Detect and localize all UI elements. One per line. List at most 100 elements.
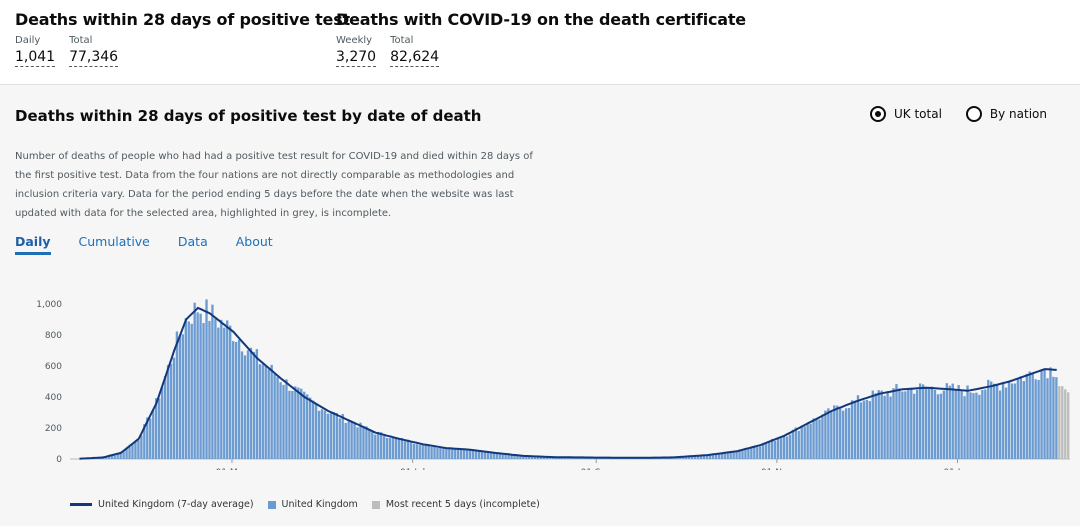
bar xyxy=(1046,378,1049,459)
bar xyxy=(717,453,720,459)
bar xyxy=(836,405,839,459)
bar xyxy=(726,452,729,459)
bar xyxy=(205,299,208,459)
bar xyxy=(975,392,978,459)
bar xyxy=(892,388,895,459)
bar xyxy=(495,452,498,459)
tab-data[interactable]: Data xyxy=(177,234,208,249)
bar xyxy=(782,436,786,459)
bar xyxy=(229,325,232,459)
bar xyxy=(699,455,703,459)
bar xyxy=(791,429,795,459)
bar xyxy=(294,386,297,459)
bar xyxy=(797,430,800,459)
bar xyxy=(889,396,892,459)
daily-stat: Daily 1,041 xyxy=(15,35,56,67)
bar xyxy=(288,390,291,459)
bar xyxy=(871,390,874,459)
headline-bar: Deaths within 28 days of positive test D… xyxy=(0,0,1080,85)
bar xyxy=(969,392,972,459)
bar xyxy=(308,397,312,459)
bar xyxy=(942,390,946,459)
radio-uk-total[interactable]: UK total xyxy=(870,106,942,122)
bar xyxy=(859,402,863,459)
legend-item-incomplete[interactable]: Most recent 5 days (incomplete) xyxy=(371,499,540,510)
bar xyxy=(1055,377,1058,459)
bar xyxy=(154,398,158,459)
bar xyxy=(131,443,134,459)
legend-item-uk[interactable]: United Kingdom xyxy=(267,499,358,510)
bar xyxy=(913,393,916,459)
bar xyxy=(362,427,365,459)
bar xyxy=(217,327,220,459)
bar xyxy=(862,400,866,459)
bar xyxy=(202,323,205,459)
bar xyxy=(927,387,931,459)
bar xyxy=(409,442,413,459)
total-label: Total xyxy=(69,35,93,46)
bar xyxy=(972,393,975,459)
bar xyxy=(770,438,774,459)
bar xyxy=(385,437,389,459)
tab-cumulative[interactable]: Cumulative xyxy=(78,234,150,249)
bar xyxy=(1016,378,1020,459)
bar xyxy=(285,379,288,459)
radio-unchecked-icon[interactable] xyxy=(965,106,982,122)
y-tick-label: 0 xyxy=(56,455,62,465)
radio-uk-label: UK total xyxy=(894,107,942,121)
bar xyxy=(738,451,741,459)
bar xyxy=(830,412,833,459)
bar xyxy=(794,427,797,459)
bar xyxy=(107,456,110,459)
bar xyxy=(696,455,700,459)
bar xyxy=(744,449,747,459)
bar xyxy=(323,410,327,459)
total-value[interactable]: 77,346 xyxy=(69,49,119,67)
bar xyxy=(143,424,146,459)
bar xyxy=(492,452,495,459)
bar xyxy=(146,417,149,459)
radio-by-nation[interactable]: By nation xyxy=(965,106,1047,122)
tab-about[interactable]: About xyxy=(235,234,273,249)
bar xyxy=(465,450,469,459)
bar xyxy=(525,456,528,459)
cert-total-value[interactable]: 82,624 xyxy=(390,49,440,67)
bar xyxy=(874,393,877,459)
weekly-stat: Weekly 3,270 xyxy=(336,35,377,67)
radio-checked-icon[interactable] xyxy=(870,106,886,122)
bar xyxy=(353,423,356,459)
bar xyxy=(365,426,368,459)
bar xyxy=(368,429,371,459)
bar xyxy=(921,384,925,459)
y-tick-label: 200 xyxy=(45,424,62,434)
bar xyxy=(457,448,460,459)
bar xyxy=(184,318,187,459)
cert-total-stat: Total 82,624 xyxy=(390,35,440,67)
bar xyxy=(966,385,969,459)
legend-bar-swatch xyxy=(267,500,276,509)
bar xyxy=(960,391,963,459)
bar xyxy=(418,445,421,459)
bar xyxy=(255,349,259,459)
bar xyxy=(412,443,415,459)
weekly-value[interactable]: 3,270 xyxy=(336,49,377,67)
bar xyxy=(690,456,694,459)
bar xyxy=(300,388,303,459)
bar xyxy=(539,456,543,459)
bar xyxy=(1064,389,1067,459)
legend-average-label: United Kingdom (7-day average) xyxy=(98,499,254,510)
bar xyxy=(388,438,392,459)
legend-item-average[interactable]: United Kingdom (7-day average) xyxy=(70,499,254,510)
bar xyxy=(513,455,516,459)
bar xyxy=(720,453,723,459)
bar xyxy=(140,435,143,459)
bar xyxy=(468,449,472,459)
bar xyxy=(954,390,957,459)
tab-daily[interactable]: Daily xyxy=(15,234,51,255)
bar xyxy=(403,441,407,459)
daily-value[interactable]: 1,041 xyxy=(15,49,56,67)
bar xyxy=(933,389,937,459)
panel-title: Deaths within 28 days of positive test b… xyxy=(15,107,482,125)
bar xyxy=(995,383,999,459)
bar xyxy=(833,405,836,459)
